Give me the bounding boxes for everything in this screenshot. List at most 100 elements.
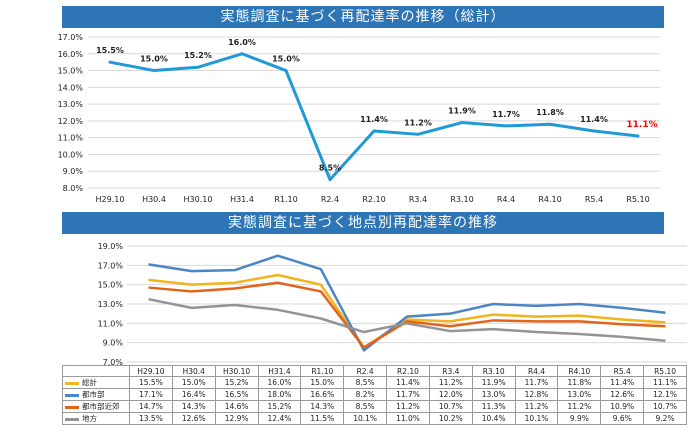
chart1-data-label: 11.4% xyxy=(580,115,608,124)
chart2-y-tick: 11.0% xyxy=(98,319,124,328)
table-category-header: R5.10 xyxy=(643,365,687,377)
chart1-data-label: 11.4% xyxy=(360,115,388,124)
chart1-point xyxy=(240,52,244,56)
table-value-cell: 12.4% xyxy=(257,412,302,425)
chart2-y-tick: 7.0% xyxy=(103,358,124,367)
table-value-cell: 17.1% xyxy=(129,388,173,401)
chart1-data-label: 11.9% xyxy=(448,107,476,116)
table-value-cell: 14.6% xyxy=(214,400,259,413)
chart1-x-tick: H30.4 xyxy=(142,195,166,204)
table-category-header: H29.10 xyxy=(129,365,173,377)
table-value-cell: 16.0% xyxy=(257,376,302,389)
chart1-point xyxy=(416,132,420,136)
table-value-cell: 10.9% xyxy=(600,400,645,413)
chart1-x-tick: H29.10 xyxy=(96,195,125,204)
chart1-x-tick: R3.10 xyxy=(450,195,473,204)
chart1-x-tick: R1.10 xyxy=(274,195,297,204)
chart2-data-table: H29.10 H30.4 H30.10 H31.4 R1.10 R2.4 R2.10 R3.4… xyxy=(62,365,687,425)
table-category-header: R2.10 xyxy=(386,365,430,377)
chart1-point xyxy=(460,121,464,125)
table-value-cell: 11.7% xyxy=(514,376,559,389)
chart1-x-tick: R5.10 xyxy=(626,195,649,204)
table-value-cell: 12.0% xyxy=(428,388,473,401)
table-value-cell: 14.7% xyxy=(129,400,173,413)
table-value-cell: 11.0% xyxy=(386,412,430,425)
table-value-cell: 10.7% xyxy=(643,400,687,413)
chart1-point xyxy=(328,178,332,182)
legend-entry: 都市部近郊 xyxy=(62,400,130,413)
chart2-series-line xyxy=(148,273,666,349)
chart1-x-tick: H30.10 xyxy=(184,195,213,204)
legend-swatch xyxy=(65,417,79,421)
chart1-y-tick: 16.0% xyxy=(58,50,84,59)
table-value-cell: 11.9% xyxy=(471,376,516,389)
chart1-x-tick: R4.10 xyxy=(538,195,561,204)
table-value-cell: 16.6% xyxy=(300,388,345,401)
chart1-y-tick: 17.0% xyxy=(58,33,84,42)
table-category-header: H30.10 xyxy=(214,365,259,377)
chart1-y-tick: 13.0% xyxy=(58,100,84,109)
table-value-cell: 16.4% xyxy=(171,388,216,401)
table-value-cell: 13.0% xyxy=(557,388,602,401)
table-value-cell: 13.0% xyxy=(471,388,516,401)
legend-label: 総計 xyxy=(82,378,97,387)
chart1-x-tick: R5.4 xyxy=(585,195,603,204)
chart1-data-label: 15.5% xyxy=(96,46,124,55)
legend-entry: 地方 xyxy=(62,412,130,425)
chart1-x-tick: R4.4 xyxy=(497,195,515,204)
chart1-data-label: 15.2% xyxy=(184,51,212,60)
table-category-header: R3.4 xyxy=(428,365,473,377)
table-value-cell: 12.9% xyxy=(214,412,259,425)
table-value-cell: 11.5% xyxy=(300,412,345,425)
table-value-cell: 9.6% xyxy=(600,412,645,425)
chart1-data-label: 16.0% xyxy=(228,38,256,47)
table-value-cell: 8.2% xyxy=(343,388,388,401)
chart2-y-tick: 15.0% xyxy=(98,281,124,290)
table-category-header: R4.4 xyxy=(514,365,559,377)
chart2-series-line xyxy=(148,254,666,352)
table-category-header: R4.10 xyxy=(557,365,602,377)
table-value-cell: 11.7% xyxy=(386,388,430,401)
chart1-y-tick: 9.0% xyxy=(63,167,84,176)
table-value-cell: 8.5% xyxy=(343,376,388,389)
table-value-cell: 10.1% xyxy=(343,412,388,425)
table-category-header: H30.4 xyxy=(171,365,216,377)
table-value-cell: 14.3% xyxy=(300,400,345,413)
table-value-cell: 11.2% xyxy=(428,376,473,389)
chart1-point xyxy=(108,60,112,64)
chart1-title: 実態調査に基づく再配達率の推移（総計） xyxy=(62,6,664,28)
chart1-y-tick: 12.0% xyxy=(58,117,84,126)
legend-swatch xyxy=(65,393,79,397)
table-value-cell: 15.0% xyxy=(300,376,345,389)
chart1-point xyxy=(196,65,200,69)
table-category-header: R3.10 xyxy=(471,365,516,377)
chart1-x-tick: R2.10 xyxy=(362,195,385,204)
chart1-y-tick: 14.0% xyxy=(58,83,84,92)
chart1-point xyxy=(152,69,156,73)
table-value-cell: 11.2% xyxy=(557,400,602,413)
legend-swatch xyxy=(65,405,79,409)
table-value-cell: 11.4% xyxy=(386,376,430,389)
table-value-cell: 11.3% xyxy=(471,400,516,413)
chart1-x-tick: R3.4 xyxy=(409,195,427,204)
table-value-cell: 9.2% xyxy=(643,412,687,425)
chart1-point xyxy=(372,129,376,133)
chart1-data-label: 15.0% xyxy=(272,55,300,64)
legend-label: 都市部 xyxy=(82,390,105,399)
chart1-y-tick: 15.0% xyxy=(58,67,84,76)
chart2-y-tick: 17.0% xyxy=(98,261,124,270)
table-value-cell: 15.0% xyxy=(171,376,216,389)
legend-entry: 都市部 xyxy=(62,388,130,401)
table-header-row: H29.10 H30.4 H30.10 H31.4 R1.10 R2.4 R2.10 R3.4… xyxy=(62,365,687,377)
chart2-title: 実態調査に基づく地点別再配達率の推移 xyxy=(62,212,664,234)
table-value-cell: 16.5% xyxy=(214,388,259,401)
chart1-y-tick: 11.0% xyxy=(58,134,84,143)
table-row: 地方 13.5% 12.6% 12.9% 12.4% 11.5% 10.1% 11.0% 10.… xyxy=(62,412,687,425)
table-value-cell: 9.9% xyxy=(557,412,602,425)
chart2-y-tick: 9.0% xyxy=(103,339,124,348)
table-value-cell: 15.2% xyxy=(257,400,302,413)
chart1-data-label: 11.1% xyxy=(626,120,657,130)
table-value-cell: 11.1% xyxy=(643,376,687,389)
chart2-y-tick: 13.0% xyxy=(98,300,124,309)
